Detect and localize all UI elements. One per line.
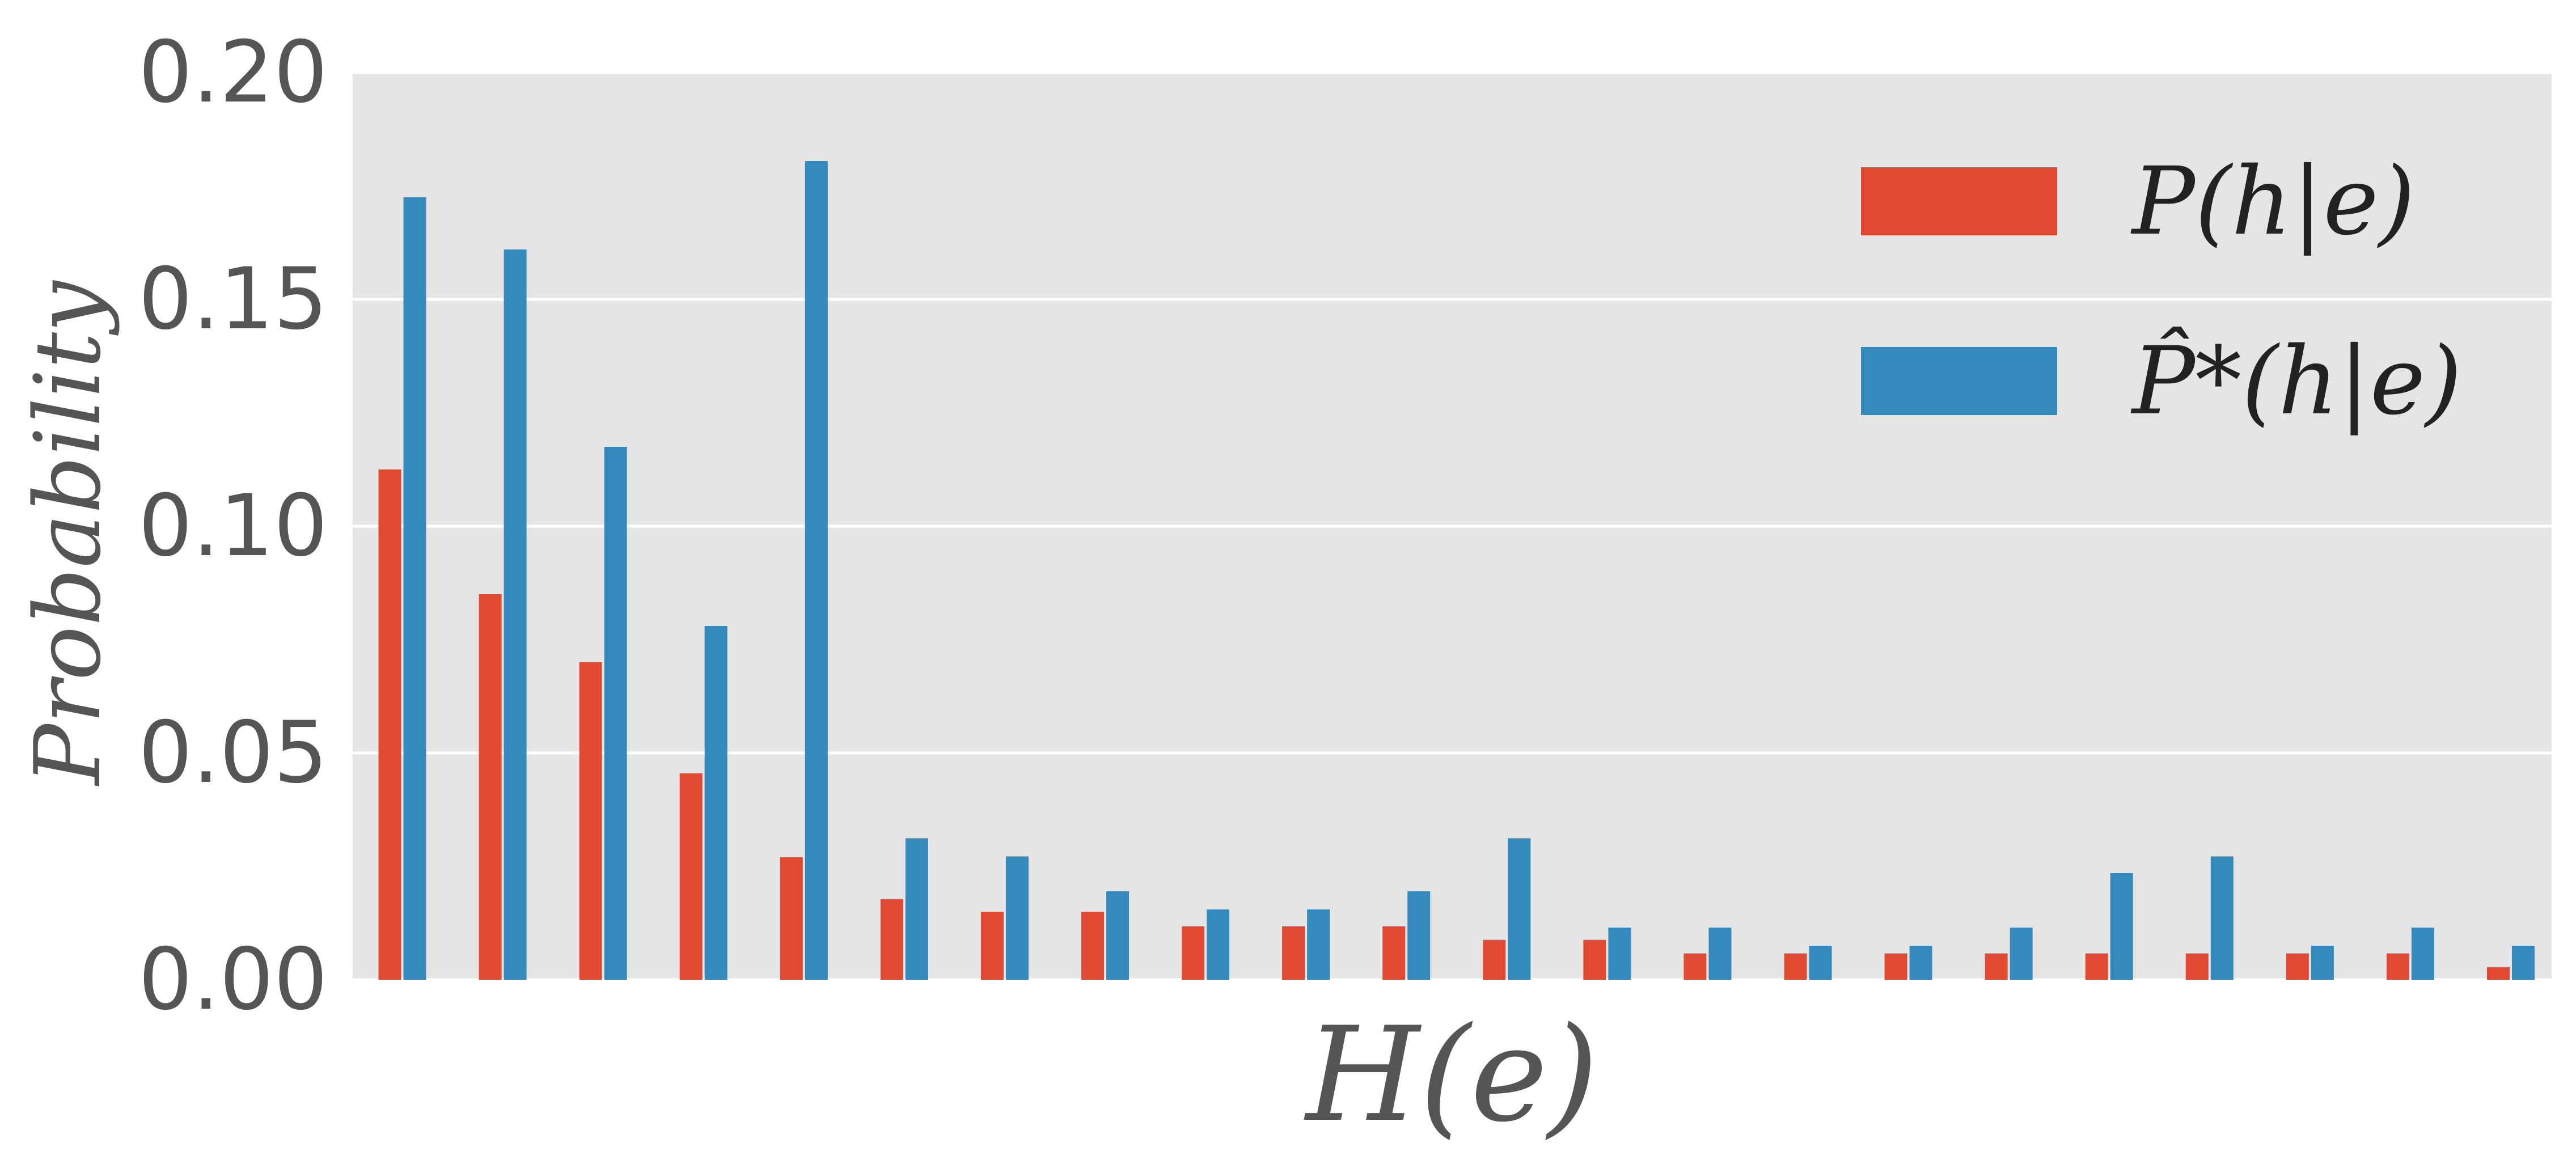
bar-p-hat-star-h-e-10	[1307, 909, 1330, 980]
bar-p-h-e-18	[2085, 953, 2108, 980]
bar-p-h-e-14	[1684, 953, 1707, 980]
bar-p-h-e-6	[880, 899, 903, 980]
bar-p-h-e-7	[980, 912, 1004, 980]
bar-p-h-e-11	[1382, 926, 1406, 980]
y-tick-label: 0.05	[138, 704, 328, 802]
bar-p-h-e-21	[2386, 953, 2409, 980]
bar-p-hat-star-h-e-5	[805, 161, 828, 980]
bar-p-hat-star-h-e-8	[1106, 891, 1129, 980]
y-tick-label: 0.00	[138, 930, 328, 1029]
legend-swatch-p-hat-star-h-e	[1861, 347, 2057, 415]
bar-p-h-e-16	[1884, 953, 1907, 980]
bar-p-hat-star-h-e-14	[1708, 928, 1732, 980]
bar-p-hat-star-h-e-17	[2010, 928, 2033, 980]
bar-p-h-e-12	[1483, 940, 1506, 980]
bar-p-hat-star-h-e-12	[1508, 838, 1531, 980]
bar-p-h-e-20	[2286, 953, 2309, 980]
bar-p-h-e-10	[1282, 926, 1305, 980]
bar-p-hat-star-h-e-16	[1909, 946, 1932, 980]
bar-p-hat-star-h-e-9	[1207, 909, 1230, 980]
legend-label-p-hat-star-h-e: P̂*(h|e)	[2130, 326, 2462, 435]
bar-p-h-e-2	[479, 594, 502, 980]
y-tick-label: 0.15	[138, 250, 328, 349]
bar-p-hat-star-h-e-21	[2411, 928, 2434, 980]
bar-p-hat-star-h-e-13	[1608, 928, 1631, 980]
bar-p-hat-star-h-e-3	[604, 447, 627, 980]
bar-p-h-e-13	[1583, 940, 1606, 980]
y-tick-labels: 0.00 0.05 0.10 0.15 0.20	[138, 23, 328, 1029]
legend-swatch-p-h-e	[1861, 167, 2057, 235]
bar-p-hat-star-h-e-4	[704, 626, 727, 980]
bar-p-hat-star-h-e-19	[2210, 856, 2234, 980]
bar-p-hat-star-h-e-15	[1809, 946, 1832, 980]
bar-p-h-e-17	[1985, 953, 2008, 980]
x-axis-label: H(e)	[1304, 1000, 1598, 1151]
bar-p-hat-star-h-e-6	[905, 838, 928, 980]
bar-p-hat-star-h-e-2	[504, 249, 527, 980]
y-tick-label: 0.20	[138, 23, 328, 122]
bar-p-h-e-1	[378, 469, 401, 980]
bar-p-h-e-5	[780, 857, 803, 980]
bar-p-hat-star-h-e-1	[403, 197, 426, 980]
bar-p-hat-star-h-e-11	[1407, 891, 1431, 980]
bar-p-hat-star-h-e-20	[2311, 946, 2334, 980]
bar-p-h-e-4	[679, 773, 703, 980]
bar-p-h-e-15	[1784, 953, 1807, 980]
bar-p-h-e-8	[1081, 912, 1104, 980]
y-axis-label: Probability	[15, 280, 121, 787]
bar-p-hat-star-h-e-18	[2110, 873, 2133, 980]
bars	[378, 161, 2535, 980]
bar-p-h-e-9	[1182, 926, 1205, 980]
bar-p-h-e-22	[2487, 967, 2510, 980]
bar-p-h-e-3	[579, 662, 602, 980]
legend-label-p-h-e: P(h|e)	[2130, 147, 2415, 256]
bar-p-hat-star-h-e-22	[2512, 946, 2535, 980]
legend: P(h|e) P̂*(h|e)	[1861, 147, 2462, 435]
bar-p-h-e-19	[2185, 953, 2209, 980]
y-tick-label: 0.10	[138, 477, 328, 575]
bar-p-hat-star-h-e-7	[1005, 856, 1029, 980]
